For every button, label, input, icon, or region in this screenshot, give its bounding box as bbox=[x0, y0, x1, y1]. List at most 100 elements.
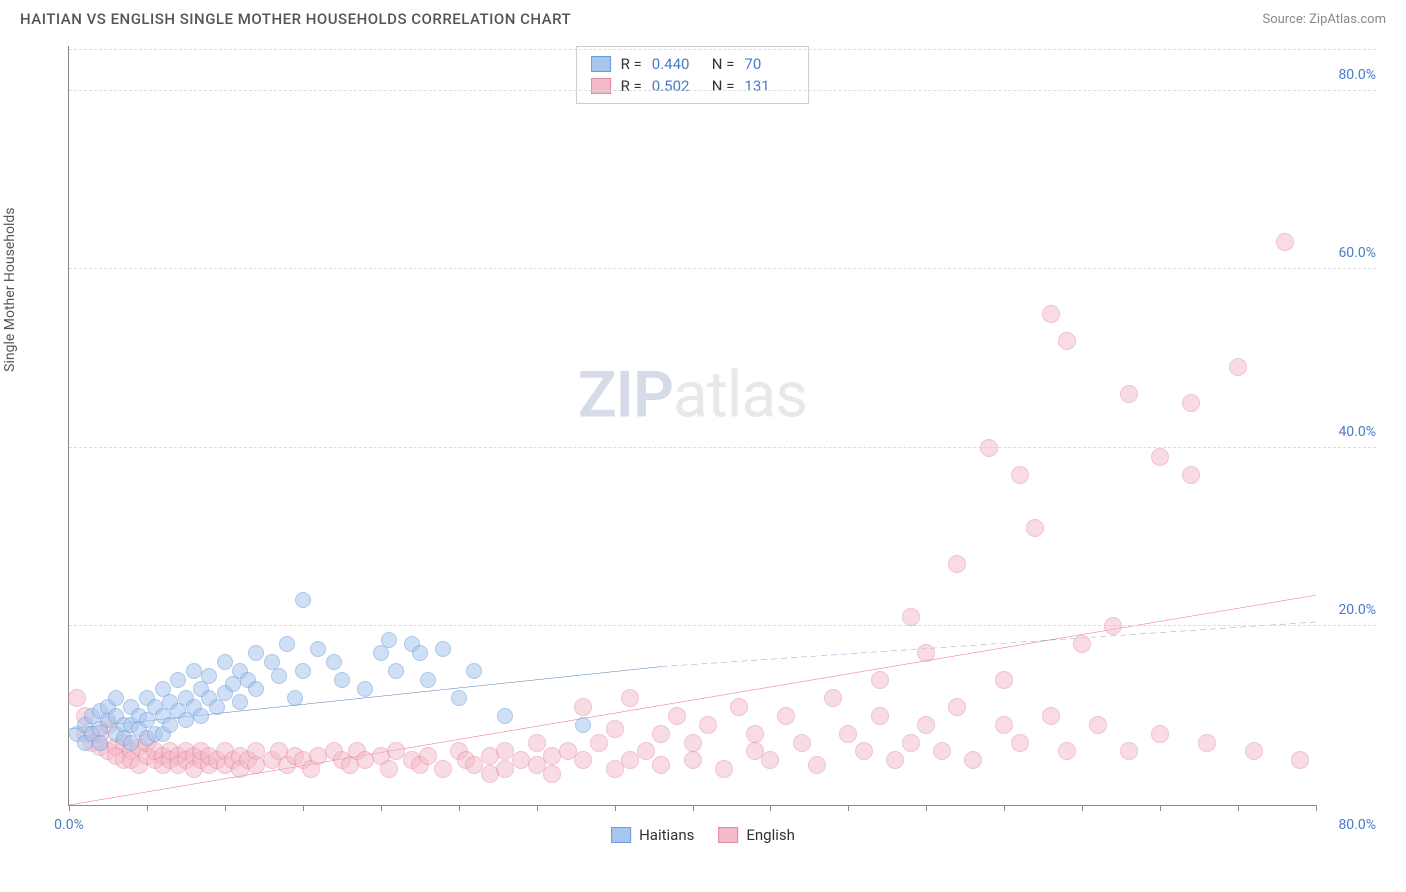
haitians-point bbox=[326, 654, 342, 670]
english-point bbox=[621, 689, 639, 707]
english-point bbox=[917, 644, 935, 662]
r-value: 0.502 bbox=[652, 77, 702, 95]
english-point bbox=[419, 747, 437, 765]
english-point bbox=[761, 751, 779, 769]
chart-container: Single Mother Households ZIPatlas R =0.4… bbox=[20, 36, 1386, 856]
english-point bbox=[1073, 635, 1091, 653]
haitians-point bbox=[271, 668, 287, 684]
x-tick-label: 80.0% bbox=[1338, 817, 1376, 833]
english-point bbox=[434, 760, 452, 778]
haitians-point bbox=[217, 654, 233, 670]
english-point bbox=[684, 734, 702, 752]
legend-label: English bbox=[746, 826, 795, 844]
haitians-point bbox=[381, 632, 397, 648]
n-label: N = bbox=[712, 55, 735, 73]
haitians-point bbox=[451, 690, 467, 706]
english-point bbox=[964, 751, 982, 769]
english-point bbox=[995, 671, 1013, 689]
english-point bbox=[1276, 233, 1294, 251]
x-tick bbox=[459, 805, 460, 811]
english-point bbox=[933, 742, 951, 760]
watermark: ZIPatlas bbox=[578, 358, 807, 433]
haitians-point bbox=[466, 663, 482, 679]
x-tick bbox=[770, 805, 771, 811]
english-point bbox=[1120, 385, 1138, 403]
english-point bbox=[1058, 742, 1076, 760]
x-tick bbox=[1316, 805, 1317, 811]
legend-label: Haitians bbox=[639, 826, 694, 844]
series-legend: Haitians English bbox=[611, 826, 795, 844]
english-point bbox=[528, 734, 546, 752]
chart-header: HAITIAN VS ENGLISH SINGLE MOTHER HOUSEHO… bbox=[0, 0, 1406, 36]
haitians-point bbox=[334, 672, 350, 688]
english-point bbox=[746, 725, 764, 743]
english-point bbox=[902, 734, 920, 752]
y-tick-label: 80.0% bbox=[1338, 67, 1376, 83]
english-point bbox=[1151, 725, 1169, 743]
x-tick bbox=[1160, 805, 1161, 811]
haitians-point bbox=[295, 592, 311, 608]
haitians-point bbox=[279, 636, 295, 652]
english-point bbox=[995, 716, 1013, 734]
haitians-point bbox=[248, 681, 264, 697]
r-label: R = bbox=[621, 77, 642, 95]
english-point bbox=[902, 608, 920, 626]
r-value: 0.440 bbox=[652, 55, 702, 73]
x-tick bbox=[1004, 805, 1005, 811]
english-point bbox=[917, 716, 935, 734]
english-point bbox=[839, 725, 857, 743]
english-point bbox=[1182, 394, 1200, 412]
haitians-point bbox=[287, 690, 303, 706]
x-tick bbox=[615, 805, 616, 811]
english-point bbox=[1042, 305, 1060, 323]
english-point bbox=[871, 671, 889, 689]
haitians-point bbox=[193, 708, 209, 724]
haitians-point bbox=[420, 672, 436, 688]
english-point bbox=[980, 439, 998, 457]
n-label: N = bbox=[712, 77, 735, 95]
english-point bbox=[1182, 466, 1200, 484]
haitians-point bbox=[435, 641, 451, 657]
legend-item: English bbox=[718, 826, 795, 844]
x-tick bbox=[693, 805, 694, 811]
english-point bbox=[699, 716, 717, 734]
x-tick bbox=[1082, 805, 1083, 811]
english-point bbox=[684, 751, 702, 769]
x-tick-label: 0.0% bbox=[54, 817, 84, 833]
gridline bbox=[69, 447, 1376, 448]
haitians-point bbox=[575, 717, 591, 733]
gridline bbox=[69, 625, 1376, 626]
legend-swatch bbox=[591, 56, 611, 72]
y-tick-label: 60.0% bbox=[1338, 245, 1376, 261]
english-point bbox=[574, 698, 592, 716]
english-point bbox=[606, 720, 624, 738]
r-label: R = bbox=[621, 55, 642, 73]
x-tick bbox=[926, 805, 927, 811]
chart-title: HAITIAN VS ENGLISH SINGLE MOTHER HOUSEHO… bbox=[20, 10, 571, 28]
english-point bbox=[668, 707, 686, 725]
english-point bbox=[652, 725, 670, 743]
english-point bbox=[808, 756, 826, 774]
english-point bbox=[637, 742, 655, 760]
english-point bbox=[1198, 734, 1216, 752]
legend-swatch bbox=[591, 78, 611, 94]
english-point bbox=[380, 760, 398, 778]
x-tick bbox=[1238, 805, 1239, 811]
gridline bbox=[69, 90, 1376, 91]
gridline bbox=[69, 49, 1376, 50]
legend-swatch bbox=[611, 827, 631, 843]
english-point bbox=[1011, 734, 1029, 752]
english-point bbox=[730, 698, 748, 716]
haitians-point bbox=[412, 645, 428, 661]
y-tick-label: 40.0% bbox=[1338, 424, 1376, 440]
legend-item: Haitians bbox=[611, 826, 694, 844]
haitians-point bbox=[186, 663, 202, 679]
x-tick bbox=[381, 805, 382, 811]
english-point bbox=[1120, 742, 1138, 760]
gridline bbox=[69, 268, 1376, 269]
legend-swatch bbox=[718, 827, 738, 843]
english-point bbox=[777, 707, 795, 725]
english-point bbox=[1089, 716, 1107, 734]
english-point bbox=[1058, 332, 1076, 350]
english-point bbox=[824, 689, 842, 707]
